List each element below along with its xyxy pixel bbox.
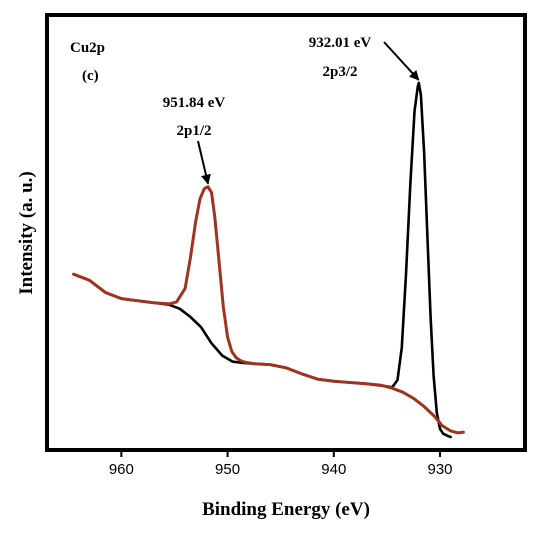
x-ticks: 960 950 940 930 — [109, 450, 453, 478]
peak-arrow — [383, 41, 420, 81]
peak-orbital-label: 2p1/2 — [176, 123, 211, 139]
x-tick-label: 940 — [321, 461, 346, 478]
peak-energy-label: 951.84 eV — [163, 95, 226, 111]
plot-frame — [45, 13, 527, 452]
x-tick-label: 930 — [428, 461, 453, 478]
peak-arrow — [197, 140, 211, 185]
x-tick-label: 960 — [109, 461, 134, 478]
peak-orbital-label: 2p3/2 — [322, 64, 357, 80]
annotations: 951.84 eV 2p1/2 932.01 eV 2p3/2 — [163, 35, 420, 185]
spectrum-line-black — [72, 81, 452, 439]
peak-energy-label: 932.01 eV — [309, 35, 372, 51]
spectrum-line-red — [72, 185, 465, 435]
x-tick-label: 950 — [215, 461, 240, 478]
panel-label: Cu2p — [70, 40, 105, 56]
y-axis-title: Intensity (a. u.) — [16, 171, 37, 295]
x-axis-title: Binding Energy (eV) — [202, 499, 370, 520]
series-layer — [72, 81, 465, 439]
panel-letter: (c) — [82, 68, 99, 84]
